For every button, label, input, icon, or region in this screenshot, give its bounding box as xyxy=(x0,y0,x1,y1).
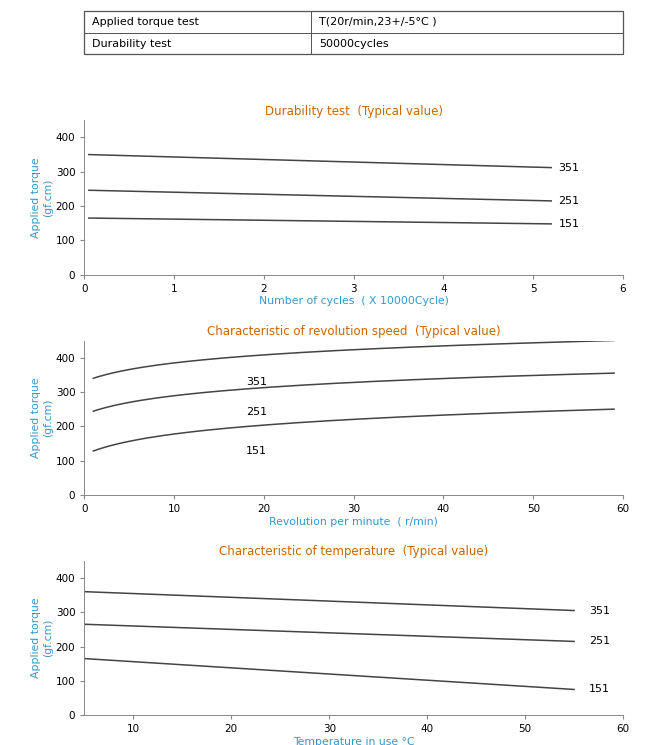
X-axis label: Revolution per minute  ( r/min): Revolution per minute ( r/min) xyxy=(269,517,438,527)
Text: 50000cycles: 50000cycles xyxy=(319,39,388,48)
Title: Characteristic of temperature  (Typical value): Characteristic of temperature (Typical v… xyxy=(219,545,488,558)
Text: 351: 351 xyxy=(558,162,580,173)
Text: 151: 151 xyxy=(589,685,610,694)
Text: 251: 251 xyxy=(558,196,580,206)
X-axis label: Number of cycles  ( X 10000Cycle): Number of cycles ( X 10000Cycle) xyxy=(259,297,448,306)
Title: Durability test  (Typical value): Durability test (Typical value) xyxy=(265,105,443,118)
Title: Characteristic of revolution speed  (Typical value): Characteristic of revolution speed (Typi… xyxy=(207,325,500,338)
Y-axis label: Applied torque
(gf.cm): Applied torque (gf.cm) xyxy=(31,157,53,238)
Text: T(20r/min,23+/-5°C ): T(20r/min,23+/-5°C ) xyxy=(319,17,436,27)
Bar xyxy=(84,33,311,54)
Bar xyxy=(311,11,623,33)
Y-axis label: Applied torque
(gf.cm): Applied torque (gf.cm) xyxy=(31,597,53,678)
Text: 351: 351 xyxy=(589,606,610,615)
Text: 251: 251 xyxy=(246,407,267,417)
Text: 151: 151 xyxy=(558,219,580,229)
Y-axis label: Applied torque
(gf.cm): Applied torque (gf.cm) xyxy=(31,378,53,458)
X-axis label: Temperature in use °C: Temperature in use °C xyxy=(293,737,415,745)
Text: 151: 151 xyxy=(246,446,267,456)
Text: 251: 251 xyxy=(589,636,610,647)
Bar xyxy=(84,11,311,33)
Text: Durability test: Durability test xyxy=(92,39,172,48)
Text: 351: 351 xyxy=(246,377,267,387)
Bar xyxy=(311,33,623,54)
Text: Applied torque test: Applied torque test xyxy=(92,17,199,27)
